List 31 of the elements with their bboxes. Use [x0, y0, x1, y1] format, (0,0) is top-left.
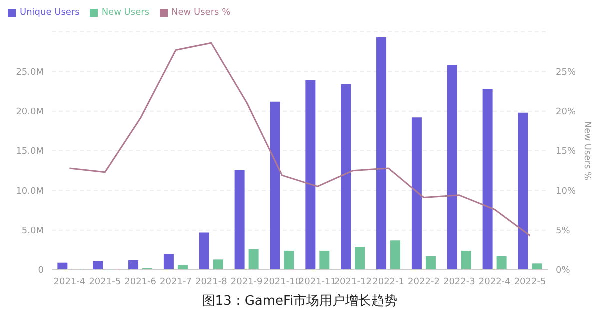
x-tick-label: 2021-6 [124, 277, 157, 288]
y2-tick-label: 15% [556, 147, 576, 158]
x-tick-label: 2021-10 [263, 277, 302, 288]
text: 图13：GameFi市场用户增长趋势 [201, 294, 399, 310]
y-tick-label: 15.0M [16, 147, 44, 158]
y2-tick-label: 20% [556, 108, 576, 118]
y2-tick-label: 25% [556, 68, 576, 78]
x-tick-label: 2022-4 [478, 277, 512, 288]
x-tick-label: 2022-1 [372, 277, 405, 288]
y-tick-label: 10.0M [16, 186, 44, 197]
y2-tick-label: 0% [556, 266, 571, 276]
x-tick-label: 2021-11 [298, 277, 337, 288]
x-tick-label: 2021-8 [195, 277, 228, 288]
legend-label: New Users % [172, 8, 231, 18]
x-tick-label: 2021-4 [54, 277, 86, 288]
x-tick-label: 2021-5 [89, 277, 122, 288]
x-tick-label: 2021-7 [160, 277, 192, 288]
x-tick-label: 2021-9 [230, 277, 264, 288]
x-tick-label: 2022-3 [443, 277, 476, 288]
x-tick-label: 2022-5 [514, 277, 546, 288]
y2-tick-label: 10% [556, 186, 576, 197]
y-tick-label: 0 [38, 266, 44, 276]
x-tick-label: 2022-2 [408, 277, 440, 288]
y-tick-label: 5.0M [22, 226, 44, 237]
y-tick-label: 25.0M [16, 68, 44, 78]
legend-label: New Users [102, 8, 150, 18]
legend-label: Unique Users [20, 8, 80, 18]
y2-axis-title: New Users % [582, 121, 592, 181]
y-tick-label: 20.0M [16, 108, 44, 118]
y2-tick-label: 5% [556, 226, 571, 237]
x-tick-label: 2021-12 [334, 277, 372, 288]
